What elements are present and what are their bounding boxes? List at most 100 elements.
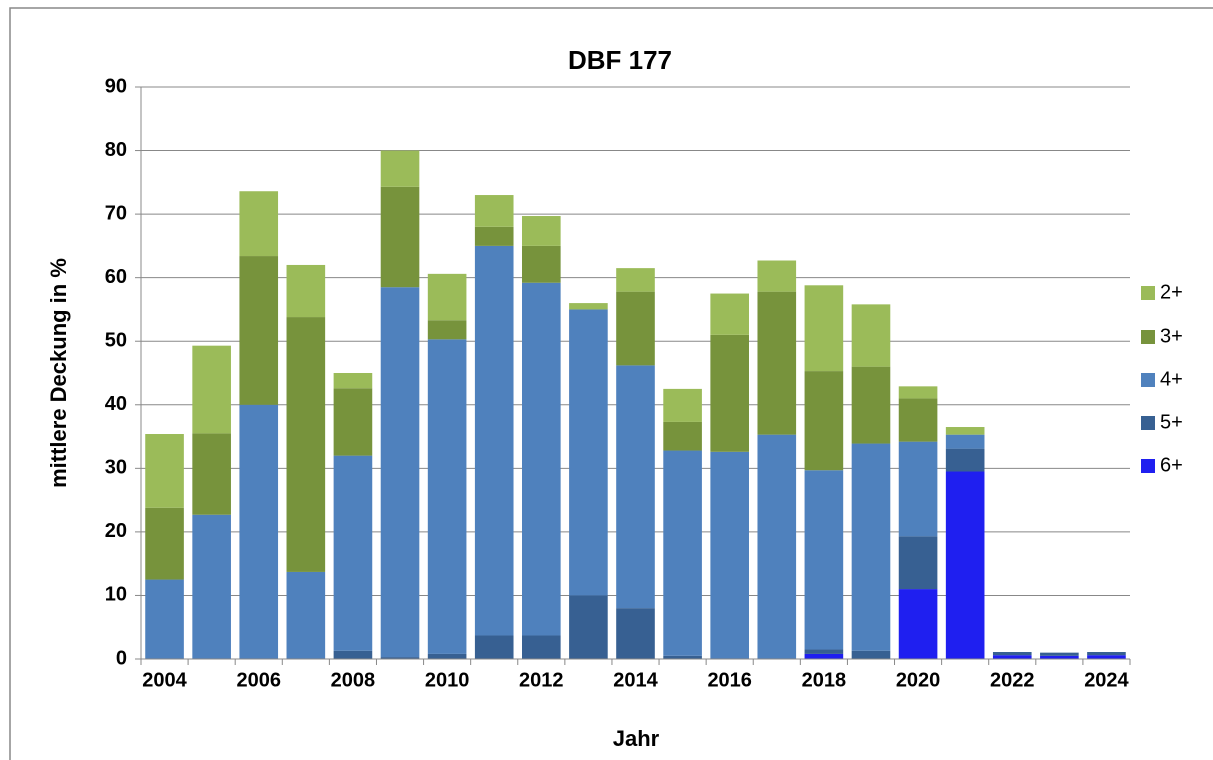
bar-segment — [522, 282, 561, 636]
bar-segment — [616, 268, 655, 292]
bar-segment — [333, 373, 373, 389]
legend-swatch — [1141, 330, 1155, 344]
bar-segment — [380, 150, 420, 187]
legend-swatch — [1141, 286, 1155, 300]
bar-segment — [616, 291, 655, 366]
bar-segment — [522, 216, 561, 246]
y-tick-label: 20 — [105, 520, 127, 542]
bar-segment — [333, 455, 373, 651]
bar-segment — [710, 451, 749, 659]
bar-segment — [286, 571, 326, 659]
bar-segment — [333, 388, 373, 456]
bar-segment — [286, 264, 326, 318]
x-tick-label: 2020 — [896, 669, 941, 691]
bar-segment — [945, 471, 985, 659]
legend-label: 3+ — [1160, 325, 1183, 347]
y-tick-label: 60 — [105, 266, 127, 288]
bar-segment — [1040, 655, 1079, 659]
bar-segment — [192, 345, 231, 434]
bar-segment — [757, 260, 797, 292]
bar-segment — [898, 589, 938, 659]
bar-segment — [616, 608, 655, 659]
bar-segment — [239, 404, 279, 659]
x-tick-label: 2006 — [236, 669, 281, 691]
y-tick-label: 40 — [105, 393, 127, 415]
x-tick-label: 2010 — [425, 669, 470, 691]
bar-segment — [898, 386, 938, 399]
legend-label: 2+ — [1160, 281, 1183, 303]
legend-label: 5+ — [1160, 411, 1183, 433]
legend-label: 4+ — [1160, 368, 1183, 390]
y-tick-label: 10 — [105, 584, 127, 606]
chart-title: DBF 177 — [568, 45, 672, 75]
bar-segment — [427, 339, 467, 654]
bar-segment — [145, 507, 184, 580]
x-tick-label: 2016 — [707, 669, 752, 691]
bar-segment — [1087, 652, 1126, 656]
bar-segment — [804, 285, 844, 372]
bar-segment — [992, 655, 1032, 659]
bar-segment — [286, 317, 326, 572]
x-axis-label: Jahr — [613, 726, 660, 751]
bar-segment — [380, 657, 420, 659]
x-tick-label: 2024 — [1084, 669, 1129, 691]
y-tick-label: 80 — [105, 139, 127, 161]
bar-segment — [427, 320, 467, 340]
bar-segment — [569, 303, 608, 310]
chart-frame — [9, 7, 1213, 760]
x-tick-label: 2022 — [990, 669, 1035, 691]
bar-segment — [380, 186, 420, 288]
legend-swatch — [1141, 459, 1155, 473]
bar-segment — [804, 470, 844, 650]
bar-segment — [898, 536, 938, 590]
bar-segment — [710, 334, 749, 452]
bar-segment — [851, 366, 891, 444]
bar-segment — [145, 579, 184, 659]
bar-segment — [663, 388, 702, 422]
bar-segment — [522, 245, 561, 283]
y-axis-label: mittlere Deckung in % — [46, 258, 71, 488]
bar-segment — [192, 433, 231, 515]
bar-segment — [898, 441, 938, 537]
x-tick-label: 2008 — [331, 669, 376, 691]
bar-segment — [616, 365, 655, 609]
bar-segment — [474, 226, 514, 246]
x-tick-label: 2014 — [613, 669, 658, 691]
bar-segment — [804, 371, 844, 471]
bar-segment — [757, 434, 797, 659]
bar-segment — [851, 650, 891, 659]
bar-segment — [474, 635, 514, 659]
y-tick-label: 0 — [116, 647, 127, 669]
bar-segment — [804, 649, 844, 654]
y-tick-label: 70 — [105, 202, 127, 224]
bar-segment — [663, 450, 702, 656]
bar-segment — [945, 434, 985, 449]
bar-segment — [1040, 652, 1079, 656]
bar-segment — [992, 652, 1032, 656]
legend-swatch — [1141, 416, 1155, 430]
bar-segment — [474, 245, 514, 636]
bar-segment — [427, 273, 467, 321]
bar-segment — [474, 195, 514, 227]
bar-segment — [380, 287, 420, 658]
bar-segment — [1087, 655, 1126, 659]
bar-segment — [239, 191, 279, 257]
y-tick-label: 30 — [105, 457, 127, 479]
bar-segment — [663, 421, 702, 451]
bar-segment — [522, 635, 561, 659]
x-tick-label: 2004 — [142, 669, 187, 691]
bar-segment — [851, 304, 891, 367]
bar-segment — [427, 653, 467, 659]
y-tick-label: 50 — [105, 330, 127, 352]
bar-segment — [333, 650, 373, 659]
bar-segment — [945, 427, 985, 435]
bar-segment — [710, 293, 749, 335]
bar-segment — [851, 443, 891, 651]
bar-segment — [569, 309, 608, 596]
y-tick-label: 90 — [105, 75, 127, 97]
bar-segment — [757, 291, 797, 435]
bar-segment — [898, 398, 938, 442]
bar-segment — [945, 448, 985, 472]
bar-segment — [569, 595, 608, 659]
